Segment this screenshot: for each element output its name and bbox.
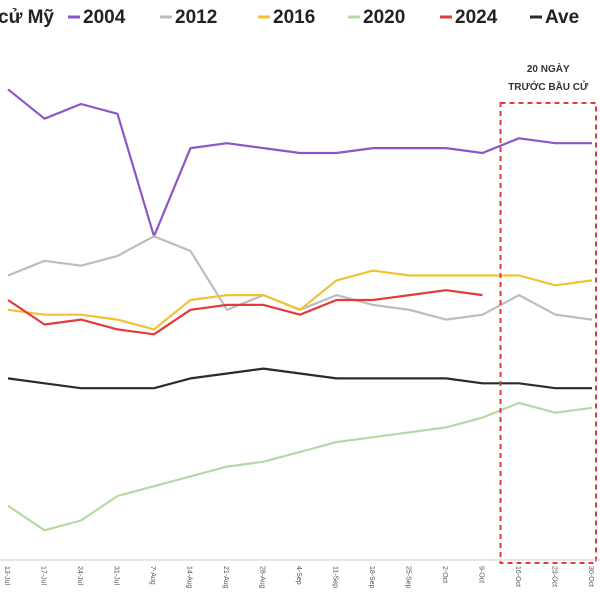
legend-label-2016: 2016 <box>273 7 315 28</box>
x-tick-label: 2-Oct <box>441 566 448 583</box>
series-line-2024 <box>7 289 483 336</box>
series-line-2016 <box>7 269 593 331</box>
series-line-2012 <box>7 235 593 321</box>
annotation-line-1: 20 NGÀY <box>527 62 570 75</box>
series-line-ave <box>7 367 592 390</box>
x-tick-label: 24-Jul <box>76 566 83 586</box>
x-tick-label: 28-Aug <box>259 566 266 589</box>
x-tick-label: 21-Aug <box>222 566 229 589</box>
x-tick-label: 14-Aug <box>186 566 193 589</box>
series-line-2020 <box>7 401 593 532</box>
x-tick-label: 16-Oct <box>514 566 521 587</box>
x-tick-label: 30-Oct <box>587 566 594 587</box>
legend-label-2004: 2004 <box>83 7 126 28</box>
x-tick-label: 9-Oct <box>478 566 485 583</box>
x-tick-label: 11-Sep <box>332 566 339 588</box>
legend-label-2020: 2020 <box>363 7 405 28</box>
annotation-line-2: TRƯỚC BẦU CỬ <box>508 80 589 93</box>
x-tick-label: 17-Jul <box>40 566 47 586</box>
legend: cử Mỹ 2004 2012 2016 2020 2024 Ave <box>0 7 579 28</box>
x-tick-label: 31-Jul <box>113 566 120 586</box>
chart-title-fragment: cử Mỹ <box>0 7 54 28</box>
x-tick-label: 23-Oct <box>551 566 558 587</box>
series-line-2004 <box>7 88 592 238</box>
x-tick-label: 13-Jul <box>3 566 10 586</box>
legend-label-ave: Ave <box>545 7 579 28</box>
legend-label-2012: 2012 <box>175 7 217 28</box>
election-window-box <box>499 102 597 564</box>
series-layer <box>7 88 593 532</box>
x-tick-label: 7-Aug <box>149 566 156 585</box>
annotation: 20 NGÀY TRƯỚC BẦU CỬ <box>499 62 597 564</box>
x-tick-label: 18-Sep <box>368 566 375 589</box>
x-axis: 13-Jul 17-Jul 24-Jul 31-Jul 7-Aug 14-Aug 21-Au… <box>0 559 600 589</box>
x-tick-label: 4-Sep <box>295 566 302 585</box>
legend-label-2024: 2024 <box>455 7 498 28</box>
x-tick-label: 25-Sep <box>405 566 412 589</box>
